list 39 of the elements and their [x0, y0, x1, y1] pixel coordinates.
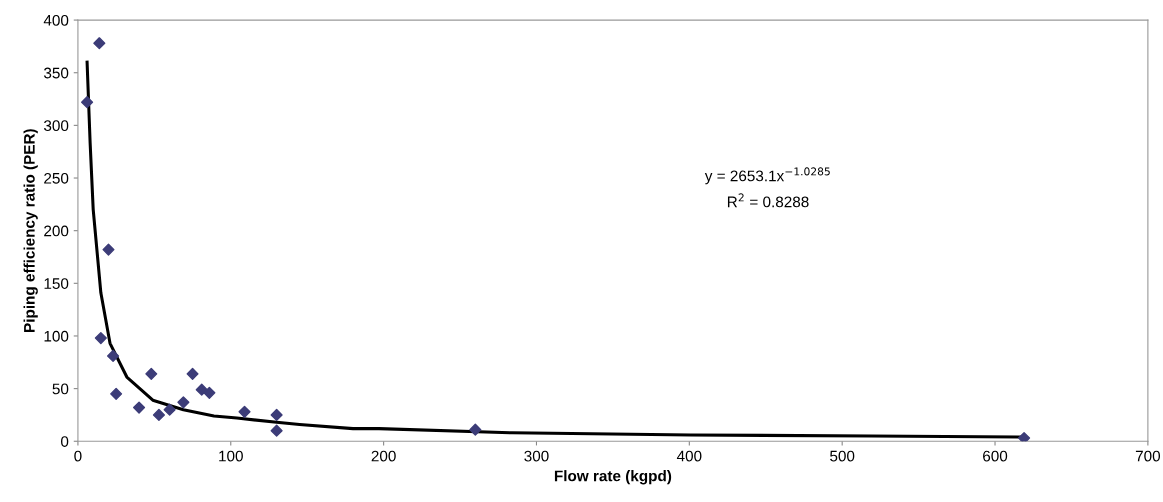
x-tick-label: 500	[830, 450, 855, 462]
point	[81, 96, 94, 109]
x-axis-title: Flow rate (kgpd)	[554, 470, 672, 485]
y-tick-label: 150	[44, 278, 69, 289]
x-tick-label: 600	[983, 450, 1008, 462]
annotation: y = 2653.1x$^{−1.0285}$	[704, 167, 830, 185]
y-axis-title: Piping efficiency ratio (PER)	[23, 129, 38, 332]
y-tick-label: 300	[43, 120, 69, 132]
point	[145, 367, 158, 380]
point	[163, 403, 176, 416]
point	[102, 243, 115, 256]
y-tick-label: 200	[44, 225, 69, 237]
x-tick-label: 100	[219, 450, 243, 462]
point	[186, 367, 199, 380]
y-tick-label: 250	[44, 172, 69, 184]
point	[270, 424, 283, 437]
point	[238, 405, 251, 418]
point	[1017, 432, 1031, 442]
x-tick-label: 400	[676, 450, 702, 462]
point	[110, 387, 123, 400]
point	[152, 408, 166, 422]
point	[203, 386, 216, 399]
x-tick-label: 700	[1135, 450, 1161, 462]
y-tick-label: 100	[44, 330, 69, 342]
y-tick-label: 50	[52, 383, 69, 395]
x-tick-label: 200	[371, 450, 396, 462]
point	[93, 37, 106, 50]
point	[270, 408, 283, 422]
x-tick-label: 0	[74, 450, 82, 462]
annotation: R$^{2}$ = 0.8288	[727, 193, 809, 208]
point	[132, 401, 146, 414]
point	[469, 423, 482, 436]
x-tick-label: 300	[524, 450, 549, 462]
point	[177, 396, 190, 409]
point	[107, 349, 120, 363]
y-tick-label: 400	[43, 14, 69, 26]
point	[94, 331, 107, 345]
y-tick-label: 0	[60, 436, 69, 447]
y-tick-label: 350	[43, 67, 69, 79]
